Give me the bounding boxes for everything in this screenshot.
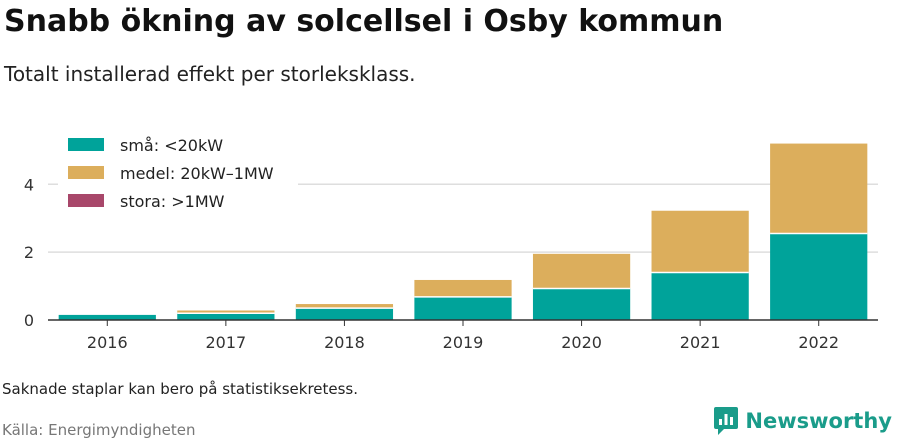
newsworthy-logo-icon [714, 407, 739, 435]
x-tick-label: 2021 [680, 333, 721, 352]
x-tick-label: 2018 [324, 333, 365, 352]
legend-label: stora: >1MW [120, 192, 225, 211]
x-tick-label: 2016 [87, 333, 128, 352]
bar-segment [770, 233, 868, 320]
bar-segment [414, 279, 512, 297]
source-note: Källa: Energimyndigheten [2, 421, 196, 439]
bar-segment [414, 296, 512, 320]
brand-name: Newsworthy [745, 409, 892, 433]
x-tick-label: 2020 [561, 333, 602, 352]
legend-label: små: <20kW [120, 136, 223, 155]
bar-segment [532, 288, 631, 320]
bar-segment [177, 310, 275, 314]
legend-label: medel: 20kW–1MW [120, 164, 274, 183]
chart-subtitle: Totalt installerad effekt per storlekskl… [4, 62, 416, 86]
footnote: Saknade staplar kan bero på statistiksek… [2, 380, 359, 398]
legend-swatch [68, 138, 104, 151]
bars [58, 143, 868, 320]
bar-segment [532, 253, 631, 289]
x-tick-label: 2022 [798, 333, 839, 352]
y-tick-label: 2 [24, 243, 34, 262]
y-tick-label: 4 [24, 175, 34, 194]
legend-swatch [68, 166, 104, 179]
bar-segment [177, 313, 275, 320]
bar-segment [651, 272, 749, 320]
bar-segment [295, 308, 394, 320]
bar-segment [58, 314, 156, 320]
legend-swatch [68, 194, 104, 207]
legend: små: <20kW medel: 20kW–1MW stora: >1MW [58, 132, 298, 216]
y-tick-label: 0 [24, 311, 34, 330]
bar-segment [295, 304, 394, 309]
brand-logo: Newsworthy [713, 406, 892, 436]
x-tick-label: 2017 [205, 333, 246, 352]
bar-segment [651, 210, 749, 273]
x-tick-label: 2019 [443, 333, 484, 352]
axes: 0 2 4 2016 2017 2018 2019 2020 2021 2022 [24, 175, 878, 352]
chart-title: Snabb ökning av solcellsel i Osby kommun [4, 4, 724, 39]
bar-segment [770, 143, 868, 234]
